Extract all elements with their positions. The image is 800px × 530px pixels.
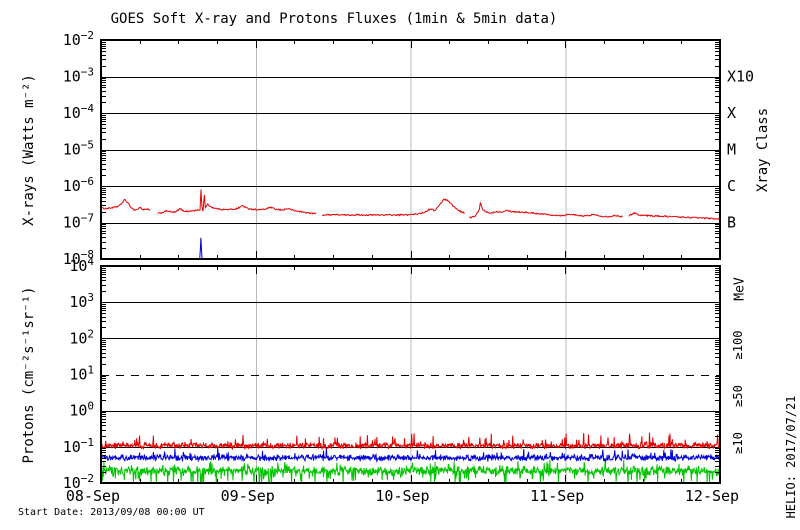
xray-class-tick-label: C xyxy=(727,177,736,195)
xray-class-axis-label: Xray Class xyxy=(755,107,771,193)
xray-class-tick-label: M xyxy=(727,141,736,159)
xray-short-series xyxy=(199,237,203,260)
mev-unit-label: MeV xyxy=(732,277,748,301)
y-tick-label: 10−6 xyxy=(63,175,94,195)
protons-ge10-series xyxy=(100,432,721,451)
y-tick-label: 101 xyxy=(69,364,94,384)
protons-panel: ≥100 ≥50 ≥10 104 103 102 101 100 10−1 10−208-Sep 0… xyxy=(63,255,745,505)
x-tick-label: 08-Sep xyxy=(66,487,120,505)
y-tick-label: 102 xyxy=(69,327,94,347)
chart-title: GOES Soft X-ray and Protons Fluxes (1min… xyxy=(110,11,558,27)
protons-ge100-threshold-label: ≥100 xyxy=(731,331,745,360)
xray-panel: 10−2 10−3 10−4 10−5 10−6 10−7 10−8 X10 X MC B xyxy=(63,29,754,268)
protons-ge50-series xyxy=(100,447,721,464)
protons-ge100-series xyxy=(100,458,721,485)
x-tick-label: 09-Sep xyxy=(221,487,275,505)
xray-long-series xyxy=(469,202,623,219)
y-tick-label: 103 xyxy=(69,291,94,311)
xray-long-series xyxy=(100,199,151,211)
y-tick-label: 10−5 xyxy=(63,139,94,159)
protons-ge50-threshold-label: ≥50 xyxy=(731,385,745,407)
helio-stamp: HELIO: 2017/07/21 xyxy=(784,395,798,519)
protons-frame xyxy=(100,265,721,484)
xray-class-tick-label: X xyxy=(727,104,736,122)
xray-long-series xyxy=(321,198,465,217)
y-tick-label: 10−4 xyxy=(63,102,95,122)
x-tick-label: 11-Sep xyxy=(530,487,584,505)
y-tick-label: 10−3 xyxy=(63,66,94,86)
y-tick-label: 10−1 xyxy=(63,436,94,456)
protons-ge10-threshold-label: ≥10 xyxy=(731,432,745,454)
x-tick-label: 10-Sep xyxy=(375,487,429,505)
y-tick-label: 10−8 xyxy=(63,248,94,268)
y-tick-label: 10−2 xyxy=(63,29,94,49)
xray-long-series xyxy=(157,189,317,215)
xray-class-tick-label: X10 xyxy=(727,68,754,86)
xray-long-series xyxy=(628,211,721,220)
y-tick-label: 10−2 xyxy=(63,472,94,492)
x-tick-label: 12-Sep xyxy=(685,487,739,505)
xray-class-tick-label: B xyxy=(727,214,736,232)
y-tick-label: 100 xyxy=(69,400,94,420)
proton-axis-title: Protons (cm⁻²s⁻¹sr⁻¹) xyxy=(21,286,37,464)
xray-axis-title: X-rays (Watts m⁻²) xyxy=(21,74,37,226)
start-date-label: Start Date: 2013/09/08 00:00 UT xyxy=(18,507,205,518)
y-tick-label: 104 xyxy=(69,255,94,275)
xray-frame xyxy=(100,39,721,260)
y-tick-label: 10−7 xyxy=(63,212,94,232)
